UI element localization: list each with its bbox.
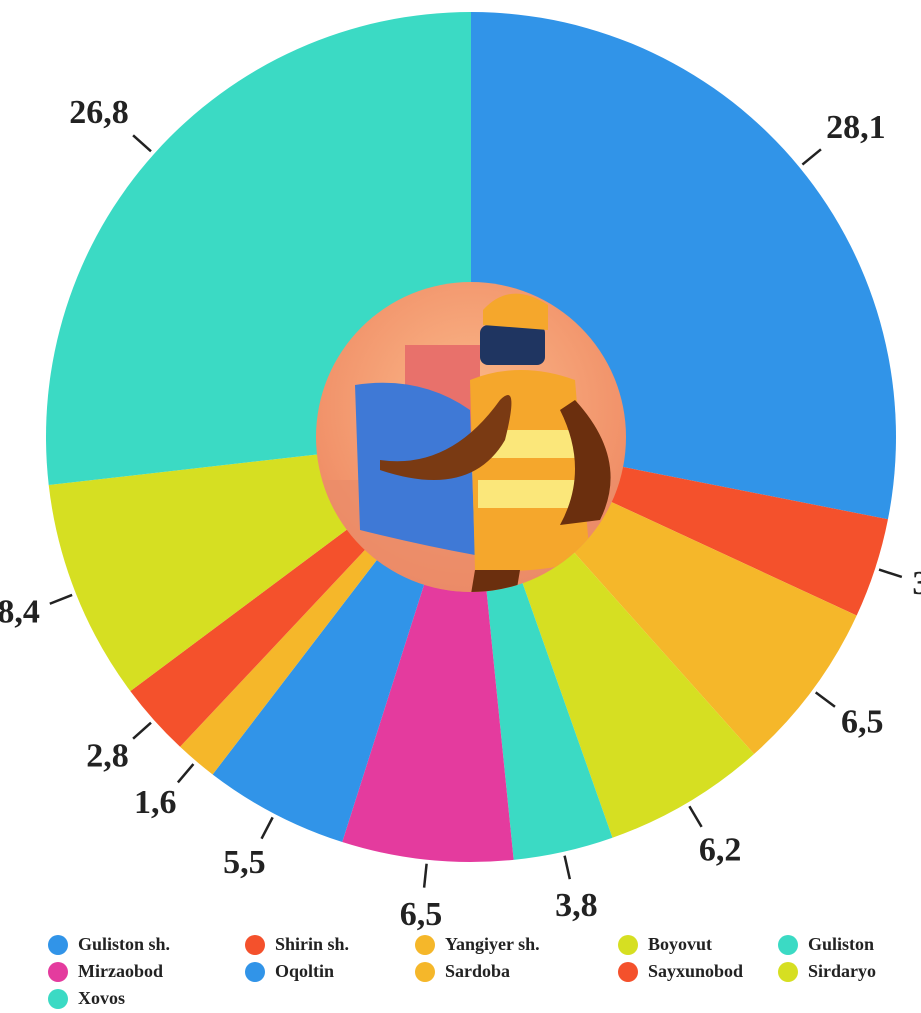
data-label: 2,8	[86, 737, 129, 774]
leader-line	[262, 817, 273, 838]
leader-line	[816, 692, 835, 706]
legend-marker	[415, 962, 435, 982]
legend-label: Sirdaryo	[808, 961, 876, 981]
data-label: 6,5	[841, 703, 884, 740]
data-label: 3,8	[555, 887, 598, 924]
legend-marker	[778, 962, 798, 982]
legend-label: Xovos	[78, 988, 125, 1008]
leader-line	[689, 806, 701, 827]
page: {"chart_data": { "type": "pie", "categor…	[0, 0, 921, 1013]
data-label: 8,4	[0, 594, 40, 631]
legend: Guliston sh. Shirin sh. Yangiyer sh. Boyovu…	[48, 934, 876, 1009]
legend-marker	[245, 935, 265, 955]
legend-label: Boyovut	[648, 934, 712, 954]
leader-line	[50, 595, 72, 604]
legend-marker	[415, 935, 435, 955]
data-label: 6,5	[400, 896, 443, 933]
leader-line	[133, 723, 151, 739]
legend-marker	[778, 935, 798, 955]
legend-marker	[245, 962, 265, 982]
data-label: 26,8	[69, 94, 129, 131]
leader-line	[565, 856, 570, 879]
chart: 28,1 3,8 6,5 6,2 3,8 6,5 5,5 1,62,8 8,4 26,8 Guli…	[0, 0, 921, 1013]
legend-label: Guliston	[808, 934, 874, 954]
legend-label: Guliston sh.	[78, 934, 170, 954]
legend-label: Shirin sh.	[275, 934, 349, 954]
legend-label: Oqoltin	[275, 961, 334, 981]
legend-label: Sayxunobod	[648, 961, 743, 981]
leader-line	[133, 135, 151, 151]
leader-line	[178, 764, 194, 782]
legend-marker	[48, 962, 68, 982]
leader-line	[802, 149, 821, 164]
data-label: 5,5	[223, 844, 266, 881]
legend-marker	[48, 989, 68, 1009]
data-label: 3,8	[912, 565, 921, 602]
legend-label: Yangiyer sh.	[445, 934, 540, 954]
legend-marker	[618, 962, 638, 982]
legend-marker	[48, 935, 68, 955]
legend-label: Mirzaobod	[78, 961, 163, 981]
legend-label: Sardoba	[445, 961, 510, 981]
legend-marker	[618, 935, 638, 955]
data-label: 1,6	[134, 784, 177, 821]
data-label: 28,1	[826, 109, 886, 146]
data-label: 6,2	[699, 832, 742, 869]
leader-line	[879, 570, 902, 577]
leader-line	[424, 864, 426, 888]
